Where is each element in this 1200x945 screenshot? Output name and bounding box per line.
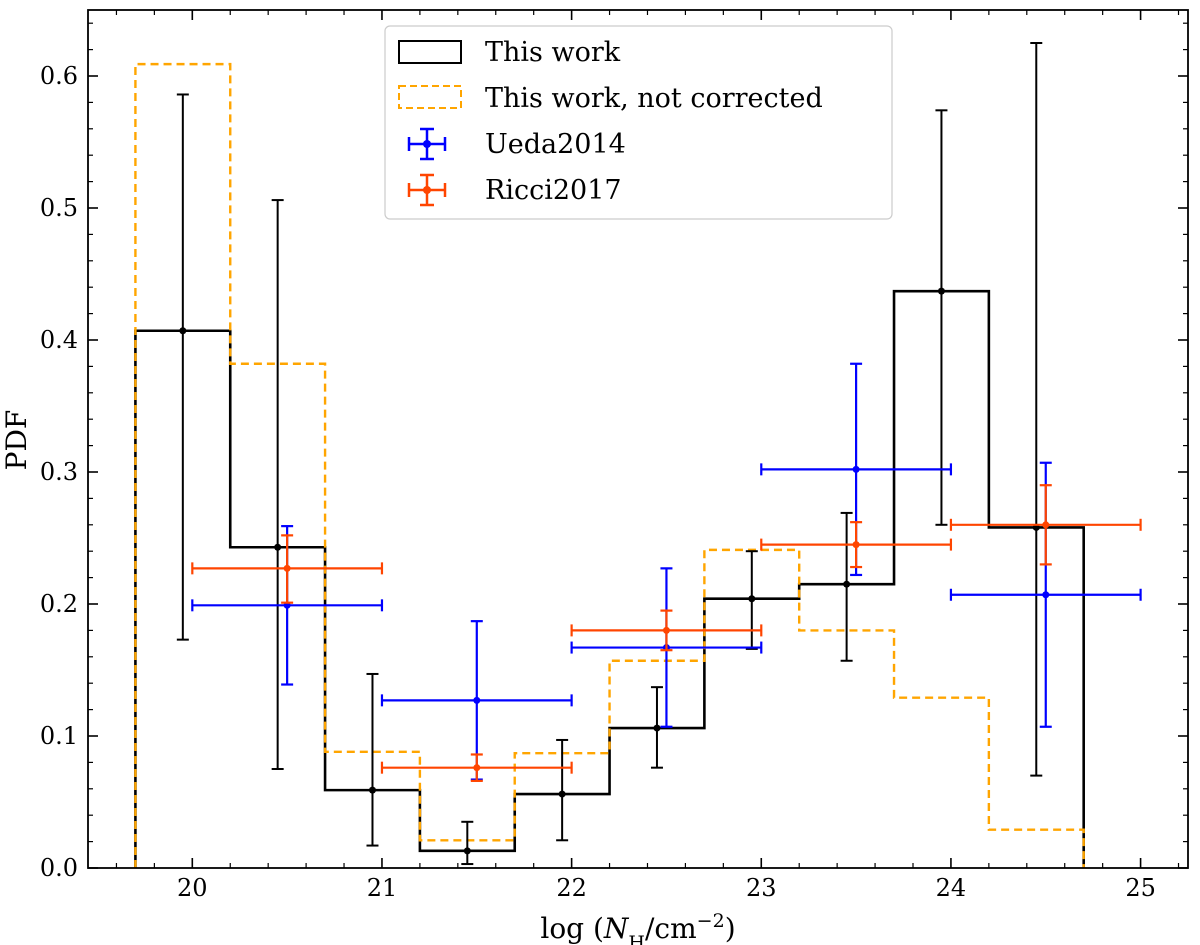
point-ueda2014 bbox=[852, 465, 860, 473]
point-ricci2017 bbox=[662, 626, 670, 634]
y-tick-label: 0.3 bbox=[40, 458, 78, 486]
point-ueda2014 bbox=[1042, 591, 1050, 599]
legend: This work This work, not corrected Ueda2… bbox=[384, 25, 893, 220]
histogram-not-corrected bbox=[134, 62, 1085, 868]
errorbar-ricci2017 bbox=[570, 609, 763, 652]
legend-box bbox=[384, 25, 893, 220]
x-axis-label-variable: N bbox=[603, 912, 630, 945]
plot-frame bbox=[87, 9, 1189, 869]
point-this-work bbox=[368, 786, 376, 794]
point-this-work bbox=[937, 287, 945, 295]
y-tick-label: 0.6 bbox=[40, 62, 78, 90]
y-tick-label: 0.5 bbox=[40, 194, 78, 222]
axis-ticks: 20 21 22 23 24 25 0.0 0.1 0.2 0.3 0.4 0.5 0.6 bbox=[40, 10, 1188, 902]
point-ueda2014 bbox=[473, 696, 481, 704]
point-ricci2017 bbox=[852, 541, 860, 549]
errorbar-ricci2017 bbox=[191, 534, 384, 604]
x-axis-label-unit: /cm bbox=[645, 912, 697, 945]
x-axis-label-exponent: −2 bbox=[697, 910, 725, 932]
legend-label-ueda2014: Ueda2014 bbox=[485, 129, 626, 160]
legend-label-ricci2017: Ricci2017 bbox=[485, 175, 622, 206]
x-axis-label-subscript: H bbox=[628, 932, 645, 945]
point-this-work bbox=[843, 580, 851, 588]
point-this-work bbox=[179, 327, 187, 335]
point-this-work bbox=[274, 543, 282, 551]
x-tick-label: 21 bbox=[367, 874, 398, 902]
point-ricci2017 bbox=[473, 764, 481, 772]
x-axis-label-prefix: log ( bbox=[540, 912, 604, 945]
legend-ueda-marker bbox=[423, 140, 431, 148]
errorbar-this-work bbox=[840, 511, 853, 662]
errorbar-ricci2017 bbox=[760, 521, 953, 569]
point-this-work bbox=[748, 595, 756, 603]
x-tick-label: 25 bbox=[1125, 874, 1156, 902]
errorbar-this-work bbox=[650, 686, 663, 769]
x-tick-label: 24 bbox=[936, 874, 967, 902]
legend-ricci-marker bbox=[423, 186, 431, 194]
legend-handle-ricci2017 bbox=[407, 173, 447, 207]
point-this-work bbox=[463, 847, 471, 855]
y-axis-label: PDF bbox=[0, 410, 33, 471]
point-this-work bbox=[653, 724, 661, 732]
errorbar-this-work bbox=[366, 672, 379, 847]
y-tick-label: 0.4 bbox=[40, 326, 78, 354]
plot-area bbox=[134, 42, 1142, 868]
errorbar-ueda2014 bbox=[380, 620, 573, 781]
errorbar-this-work bbox=[745, 550, 758, 650]
errorbar-this-work bbox=[461, 820, 474, 866]
point-this-work bbox=[558, 790, 566, 798]
legend-label-this-work: This work bbox=[485, 37, 621, 68]
x-tick-label: 22 bbox=[556, 874, 587, 902]
legend-handle-this-work bbox=[398, 40, 462, 64]
errorbar-this-work bbox=[271, 199, 284, 770]
legend-label-not-corrected: This work, not corrected bbox=[485, 83, 823, 114]
x-tick-label: 23 bbox=[746, 874, 777, 902]
errorbar-this-work bbox=[935, 109, 948, 526]
errorbar-ricci2017 bbox=[380, 753, 573, 782]
y-tick-label: 0.2 bbox=[40, 590, 78, 618]
y-tick-label: 0.1 bbox=[40, 722, 78, 750]
legend-handle-not-corrected bbox=[398, 85, 462, 109]
errorbar-this-work bbox=[556, 738, 569, 842]
point-ricci2017 bbox=[1042, 521, 1050, 529]
x-tick-label: 20 bbox=[177, 874, 208, 902]
errorbar-this-work bbox=[176, 93, 189, 641]
legend-handle-ueda2014 bbox=[407, 127, 447, 161]
x-axis-label: log (NH/cm−2) bbox=[540, 910, 735, 945]
x-axis-label-suffix: ) bbox=[725, 912, 736, 945]
point-ricci2017 bbox=[283, 564, 291, 572]
errorbar-ricci2017 bbox=[949, 484, 1142, 566]
y-tick-label: 0.0 bbox=[40, 854, 78, 882]
